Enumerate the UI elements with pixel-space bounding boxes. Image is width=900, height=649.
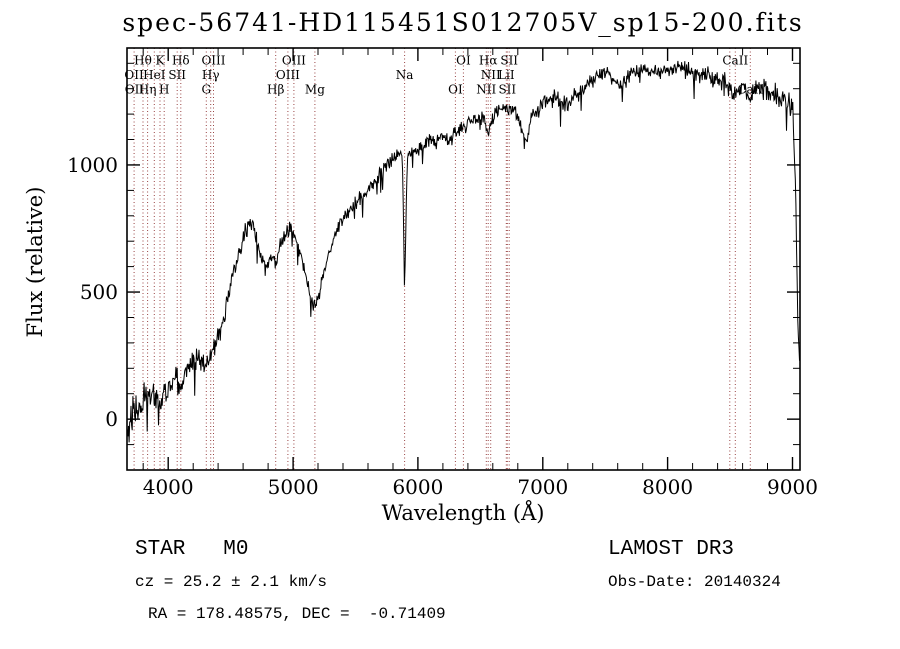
x-tick-label: 5000 — [268, 475, 319, 499]
spectral-line-label: Hβ — [267, 83, 284, 97]
chart-title: spec-56741-HD115451S012705V_sp15-200.fit… — [122, 8, 803, 37]
spectral-line-label: Hθ — [134, 54, 152, 68]
plot-frame — [126, 47, 801, 471]
spectral-line-label: NII — [476, 83, 496, 97]
spectral-line-label: OI — [456, 54, 471, 68]
spectral-line-label: NII — [481, 68, 501, 82]
x-axis-label: Wavelength (Å) — [382, 500, 545, 525]
spectral-line-label: OIII — [201, 54, 225, 68]
y-tick-label: 500 — [80, 280, 118, 304]
cz-label: cz = 25.2 ± 2.1 km/s — [135, 573, 327, 591]
spectral-line-label: K — [156, 54, 166, 68]
spectral-line-label: OI — [448, 83, 463, 97]
spectral-line-label: SII — [498, 83, 516, 97]
y-tick-label: 0 — [105, 407, 118, 431]
spectral-line-label: H — [159, 83, 169, 97]
x-tick-label: 4000 — [143, 475, 194, 499]
spectral-line-label: G — [202, 83, 212, 97]
x-tick-label: 9000 — [767, 475, 818, 499]
spectral-line-label: Na — [396, 68, 414, 82]
spectral-line-label: Hγ — [202, 68, 220, 82]
spectral-line-label: SII — [500, 54, 518, 68]
y-axis-label: Flux (relative) — [23, 187, 47, 338]
survey-label: LAMOST DR3 — [608, 538, 734, 561]
spectral-line-label: OIII — [282, 54, 306, 68]
spectral-line-label: Mg — [305, 83, 325, 97]
spectral-line-label: Hα — [479, 54, 498, 68]
spectral-line-label: HeI — [143, 68, 166, 82]
y-tick-label: 1000 — [67, 153, 118, 177]
spectrum-line — [127, 60, 800, 443]
x-tick-label: 6000 — [392, 475, 443, 499]
classification-label: STAR M0 — [135, 538, 248, 561]
x-tick-label: 8000 — [642, 475, 693, 499]
obs-date-label: Obs-Date: 20140324 — [608, 573, 781, 591]
x-tick-label: 7000 — [517, 475, 568, 499]
spectral-line-label: Hη — [139, 83, 157, 97]
spectral-line-label: OIII — [276, 68, 300, 82]
ra-dec-label: RA = 178.48575, DEC = -0.71409 — [148, 605, 446, 623]
spectral-line-label: OII — [124, 68, 144, 82]
spectral-line-label: OII — [125, 83, 145, 97]
spectral-line-label: SII — [168, 68, 186, 82]
spectral-line-label: Hδ — [172, 54, 190, 68]
spectral-line-label: CaII — [722, 54, 748, 68]
spectral-line-label: LiI — [498, 68, 515, 82]
